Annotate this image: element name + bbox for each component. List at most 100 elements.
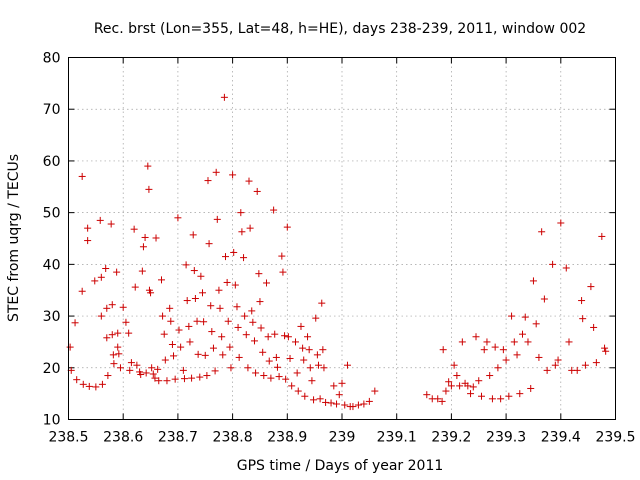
data-point (259, 348, 267, 356)
data-point (475, 377, 483, 385)
data-point (554, 356, 562, 364)
y-tick-label: 80 (43, 51, 61, 67)
data-point (527, 384, 535, 392)
data-point (477, 392, 485, 400)
data-point (133, 361, 141, 369)
data-point (447, 382, 455, 390)
data-point (264, 333, 272, 341)
data-point (103, 334, 111, 342)
data-point (439, 346, 447, 354)
x-tick-label: 239.4 (541, 430, 581, 446)
data-point (543, 366, 551, 374)
data-point (144, 162, 152, 170)
data-point (314, 361, 322, 369)
data-point (505, 392, 513, 400)
data-point (114, 343, 122, 351)
data-point (229, 171, 237, 179)
data-point (306, 364, 314, 372)
x-axis-label: GPS time / Days of year 2011 (237, 458, 444, 474)
data-point (483, 338, 491, 346)
y-tick-label: 10 (43, 413, 61, 429)
data-point (154, 365, 162, 373)
data-point (237, 209, 245, 217)
data-point (163, 377, 171, 385)
data-point (297, 322, 305, 330)
x-tick-labels: 238.5 238.6 238.7 238.8 238.9 239 239.1 239.2 23… (48, 430, 635, 446)
data-point (97, 312, 105, 320)
data-point (230, 248, 238, 256)
data-point (549, 260, 557, 268)
data-point (249, 318, 257, 326)
x-tick-label: 239.1 (377, 430, 417, 446)
data-point (248, 307, 256, 315)
data-point (227, 364, 235, 372)
data-point (191, 294, 199, 302)
data-point (147, 289, 155, 297)
data-point (186, 338, 194, 346)
data-point (581, 361, 589, 369)
data-point (494, 364, 502, 372)
data-point (212, 168, 220, 176)
data-point (190, 267, 198, 275)
data-point (499, 346, 507, 354)
data-point (278, 252, 286, 260)
data-point (84, 224, 92, 232)
data-point (71, 319, 79, 327)
data-point (273, 363, 281, 371)
data-point (245, 177, 253, 185)
data-point (139, 243, 147, 251)
data-point (246, 224, 254, 232)
data-point (168, 341, 176, 349)
data-point (66, 343, 74, 351)
data-point (458, 338, 466, 346)
data-point (91, 277, 99, 285)
data-point (152, 234, 160, 242)
data-point (343, 361, 351, 369)
plot-frame (68, 57, 616, 420)
data-point (318, 299, 326, 307)
data-point (203, 372, 211, 380)
data-point (467, 390, 475, 398)
data-point (109, 351, 117, 359)
data-point (155, 377, 163, 385)
data-point (365, 397, 373, 405)
data-point (223, 278, 231, 286)
x-tick-label: 238.7 (158, 430, 198, 446)
data-point (284, 333, 292, 341)
data-point (115, 350, 123, 358)
data-point (180, 375, 188, 383)
data-point (349, 403, 357, 411)
data-point (122, 318, 130, 326)
x-tick-label: 238.8 (213, 430, 253, 446)
data-point (130, 225, 138, 233)
data-point (138, 267, 146, 275)
data-point (292, 338, 300, 346)
chart-title: Rec. brst (Lon=355, Lat=48, h=HE), days … (94, 21, 586, 37)
data-point (110, 360, 118, 368)
data-point (308, 377, 316, 385)
grid-lines (68, 57, 616, 420)
y-tick-label: 40 (43, 257, 61, 273)
data-points (66, 93, 610, 411)
data-point (286, 354, 294, 362)
data-point (293, 369, 301, 377)
data-point (288, 382, 296, 390)
data-point (204, 177, 212, 185)
data-point (166, 304, 174, 312)
x-tick-label: 238.6 (103, 430, 143, 446)
data-point (171, 375, 179, 383)
data-point (131, 283, 139, 291)
data-point (252, 369, 260, 377)
data-point (335, 391, 343, 399)
data-point (220, 93, 228, 101)
data-point (199, 289, 207, 297)
data-point (602, 347, 610, 355)
data-point (319, 346, 327, 354)
data-point (102, 264, 110, 272)
data-point (551, 361, 559, 369)
data-point (275, 373, 283, 381)
data-point (265, 357, 273, 365)
data-point (207, 302, 215, 310)
data-point (299, 344, 307, 352)
data-point (540, 295, 548, 303)
